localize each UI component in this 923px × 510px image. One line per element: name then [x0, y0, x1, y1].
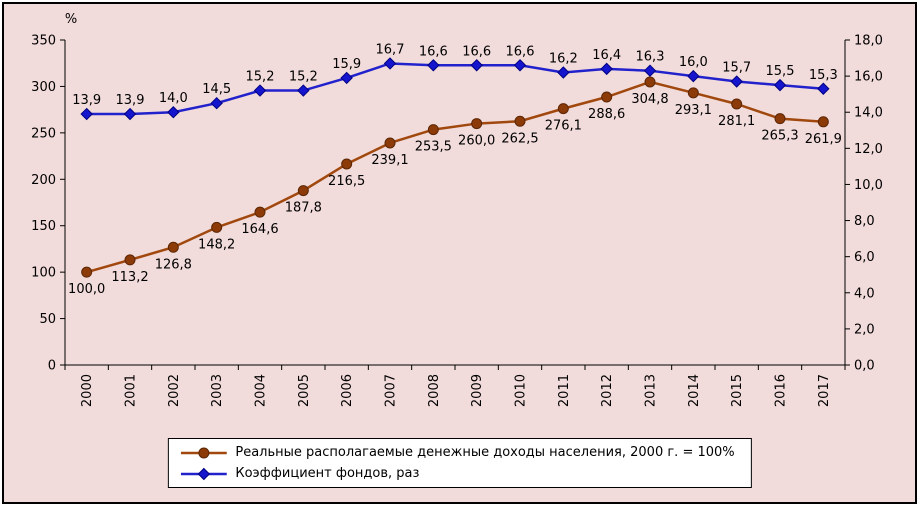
- svg-text:300: 300: [31, 80, 56, 95]
- svg-text:265,3: 265,3: [761, 129, 798, 144]
- svg-text:14,5: 14,5: [202, 82, 231, 97]
- legend-label-coefficient: Коэффициент фондов, раз: [235, 466, 420, 481]
- svg-text:14,0: 14,0: [854, 106, 883, 121]
- svg-text:262,5: 262,5: [501, 131, 538, 146]
- svg-text:250: 250: [31, 126, 56, 141]
- svg-text:100,0: 100,0: [68, 282, 105, 297]
- svg-text:293,1: 293,1: [675, 103, 712, 118]
- svg-text:100: 100: [31, 266, 56, 281]
- svg-text:16,2: 16,2: [549, 52, 578, 67]
- svg-text:200: 200: [31, 173, 56, 188]
- income-series-swatch: [180, 447, 227, 458]
- svg-text:2016: 2016: [774, 374, 789, 407]
- svg-text:16,7: 16,7: [376, 42, 405, 57]
- svg-text:2,0: 2,0: [854, 322, 875, 337]
- svg-text:14,0: 14,0: [159, 91, 188, 106]
- svg-text:2011: 2011: [557, 374, 572, 407]
- svg-text:2009: 2009: [470, 374, 485, 407]
- svg-text:16,3: 16,3: [636, 50, 665, 65]
- svg-text:2013: 2013: [644, 374, 659, 407]
- svg-text:187,8: 187,8: [285, 201, 322, 216]
- svg-text:2005: 2005: [297, 374, 312, 407]
- svg-text:13,9: 13,9: [72, 93, 101, 108]
- svg-text:10,0: 10,0: [854, 178, 883, 193]
- svg-text:2007: 2007: [384, 374, 399, 407]
- svg-text:15,2: 15,2: [246, 70, 275, 85]
- svg-text:253,5: 253,5: [415, 140, 452, 155]
- svg-text:16,6: 16,6: [506, 44, 535, 59]
- svg-text:216,5: 216,5: [328, 174, 365, 189]
- svg-text:2010: 2010: [514, 374, 529, 407]
- svg-text:6,0: 6,0: [854, 250, 875, 265]
- svg-text:16,6: 16,6: [419, 44, 448, 59]
- svg-text:164,6: 164,6: [241, 222, 278, 237]
- svg-text:350: 350: [31, 34, 56, 49]
- svg-text:2017: 2017: [817, 374, 832, 407]
- svg-text:239,1: 239,1: [371, 153, 408, 168]
- coefficient-series-swatch: [180, 467, 227, 480]
- svg-text:2000: 2000: [80, 374, 95, 407]
- svg-text:276,1: 276,1: [545, 119, 582, 134]
- svg-text:16,4: 16,4: [592, 48, 621, 63]
- svg-text:0: 0: [48, 359, 56, 374]
- svg-text:16,0: 16,0: [854, 70, 883, 85]
- svg-text:50: 50: [39, 312, 56, 327]
- legend-item-coefficient: Коэффициент фондов, раз: [180, 466, 734, 481]
- chart-canvas: 0 50 100 150 200 250 300 350 0,0 2,0 4,0 6,0 8,0 10,0…: [31, 12, 883, 407]
- svg-text:15,3: 15,3: [809, 68, 838, 83]
- svg-text:2002: 2002: [167, 374, 182, 407]
- svg-text:288,6: 288,6: [588, 107, 625, 122]
- svg-text:2012: 2012: [600, 374, 615, 407]
- svg-text:8,0: 8,0: [854, 214, 875, 229]
- svg-text:304,8: 304,8: [631, 92, 668, 107]
- svg-text:2001: 2001: [124, 374, 139, 407]
- svg-text:15,7: 15,7: [722, 61, 751, 76]
- svg-text:18,0: 18,0: [854, 34, 883, 49]
- legend-label-income: Реальные располагаемые денежные доходы н…: [235, 445, 735, 460]
- svg-text:%: %: [65, 12, 77, 27]
- chart-frame: 0 50 100 150 200 250 300 350 0,0 2,0 4,0 6,0 8,0 10,0…: [2, 2, 917, 504]
- svg-text:13,9: 13,9: [116, 93, 145, 108]
- svg-text:12,0: 12,0: [854, 142, 883, 157]
- svg-text:126,8: 126,8: [155, 257, 192, 272]
- svg-text:148,2: 148,2: [198, 237, 235, 252]
- svg-text:2006: 2006: [340, 374, 355, 407]
- svg-text:15,2: 15,2: [289, 70, 318, 85]
- svg-text:281,1: 281,1: [718, 114, 755, 129]
- svg-text:260,0: 260,0: [458, 134, 495, 149]
- svg-text:2015: 2015: [730, 374, 745, 407]
- svg-text:4,0: 4,0: [854, 286, 875, 301]
- svg-text:16,6: 16,6: [462, 44, 491, 59]
- legend: Реальные располагаемые денежные доходы н…: [167, 438, 752, 488]
- svg-text:0,0: 0,0: [854, 359, 875, 374]
- svg-text:2008: 2008: [427, 374, 442, 407]
- svg-text:113,2: 113,2: [111, 270, 148, 285]
- svg-text:2003: 2003: [210, 374, 225, 407]
- svg-text:16,0: 16,0: [679, 55, 708, 70]
- svg-text:261,9: 261,9: [805, 132, 842, 147]
- svg-text:150: 150: [31, 219, 56, 234]
- legend-item-income: Реальные располагаемые денежные доходы н…: [180, 445, 735, 460]
- svg-text:2014: 2014: [687, 374, 702, 407]
- svg-text:15,9: 15,9: [332, 57, 361, 72]
- svg-text:2004: 2004: [254, 374, 269, 407]
- svg-text:15,5: 15,5: [766, 64, 795, 79]
